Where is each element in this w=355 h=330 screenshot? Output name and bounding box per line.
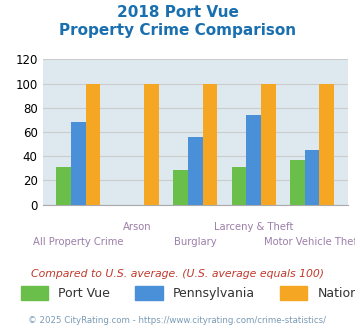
Bar bbox=[56, 167, 71, 205]
Bar bbox=[173, 170, 188, 205]
Text: All Property Crime: All Property Crime bbox=[33, 237, 124, 247]
Bar bbox=[71, 122, 86, 205]
Bar bbox=[320, 83, 334, 205]
Text: Arson: Arson bbox=[122, 222, 151, 232]
Text: Motor Vehicle Theft: Motor Vehicle Theft bbox=[264, 237, 355, 247]
Legend: Port Vue, Pennsylvania, National: Port Vue, Pennsylvania, National bbox=[21, 286, 355, 300]
Text: © 2025 CityRating.com - https://www.cityrating.com/crime-statistics/: © 2025 CityRating.com - https://www.city… bbox=[28, 316, 327, 325]
Bar bbox=[144, 83, 159, 205]
Text: Burglary: Burglary bbox=[174, 237, 217, 247]
Bar bbox=[246, 115, 261, 205]
Bar bbox=[305, 150, 320, 205]
Bar bbox=[290, 160, 305, 205]
Bar bbox=[261, 83, 275, 205]
Text: Larceny & Theft: Larceny & Theft bbox=[214, 222, 293, 232]
Text: Property Crime Comparison: Property Crime Comparison bbox=[59, 23, 296, 38]
Bar bbox=[86, 83, 100, 205]
Text: 2018 Port Vue: 2018 Port Vue bbox=[116, 5, 239, 20]
Text: Compared to U.S. average. (U.S. average equals 100): Compared to U.S. average. (U.S. average … bbox=[31, 269, 324, 279]
Bar bbox=[232, 167, 246, 205]
Bar bbox=[188, 137, 203, 205]
Bar bbox=[203, 83, 217, 205]
